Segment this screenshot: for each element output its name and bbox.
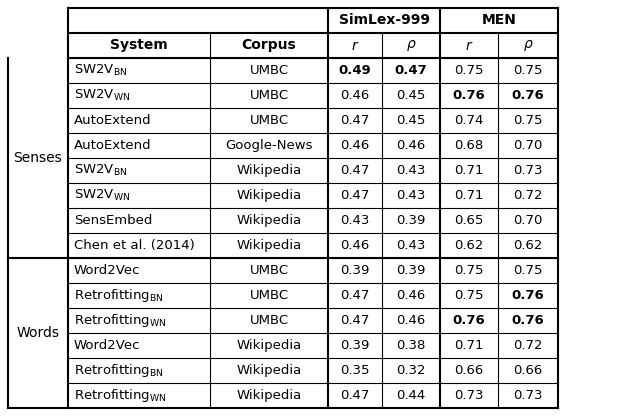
- Text: UMBC: UMBC: [250, 314, 289, 327]
- Text: 0.44: 0.44: [396, 389, 426, 402]
- Text: Word2Vec: Word2Vec: [74, 339, 141, 352]
- Text: 0.43: 0.43: [396, 164, 426, 177]
- Text: 0.76: 0.76: [452, 314, 485, 327]
- Text: 0.45: 0.45: [396, 89, 426, 102]
- Text: 0.47: 0.47: [340, 114, 370, 127]
- Text: 0.46: 0.46: [340, 139, 370, 152]
- Text: 0.76: 0.76: [511, 289, 545, 302]
- Text: 0.75: 0.75: [513, 264, 543, 277]
- Text: 0.62: 0.62: [454, 239, 484, 252]
- Text: 0.47: 0.47: [340, 289, 370, 302]
- Text: 0.75: 0.75: [513, 64, 543, 77]
- Text: Corpus: Corpus: [242, 38, 296, 53]
- Text: 0.45: 0.45: [396, 114, 426, 127]
- Text: $r$: $r$: [465, 38, 473, 53]
- Text: Wikipedia: Wikipedia: [236, 389, 301, 402]
- Text: 0.75: 0.75: [454, 264, 484, 277]
- Text: AutoExtend: AutoExtend: [74, 139, 152, 152]
- Text: Senses: Senses: [13, 151, 62, 165]
- Text: 0.73: 0.73: [454, 389, 484, 402]
- Text: Chen et al. (2014): Chen et al. (2014): [74, 239, 195, 252]
- Text: 0.76: 0.76: [511, 314, 545, 327]
- Text: Words: Words: [17, 326, 60, 340]
- Text: 0.46: 0.46: [340, 89, 370, 102]
- Text: 0.46: 0.46: [396, 314, 426, 327]
- Text: SW2V$_{\mathrm{WN}}$: SW2V$_{\mathrm{WN}}$: [74, 188, 131, 203]
- Text: 0.72: 0.72: [513, 189, 543, 202]
- Text: Retrofitting$_{\mathrm{WN}}$: Retrofitting$_{\mathrm{WN}}$: [74, 387, 166, 404]
- Text: System: System: [110, 38, 168, 53]
- Text: 0.35: 0.35: [340, 364, 370, 377]
- Text: 0.75: 0.75: [454, 64, 484, 77]
- Text: 0.75: 0.75: [454, 289, 484, 302]
- Text: Wikipedia: Wikipedia: [236, 214, 301, 227]
- Text: 0.68: 0.68: [454, 139, 484, 152]
- Text: 0.62: 0.62: [513, 239, 543, 252]
- Text: 0.43: 0.43: [396, 189, 426, 202]
- Text: 0.47: 0.47: [395, 64, 428, 77]
- Text: Wikipedia: Wikipedia: [236, 339, 301, 352]
- Text: Wikipedia: Wikipedia: [236, 189, 301, 202]
- Text: 0.70: 0.70: [513, 214, 543, 227]
- Text: Wikipedia: Wikipedia: [236, 239, 301, 252]
- Text: UMBC: UMBC: [250, 264, 289, 277]
- Text: 0.46: 0.46: [396, 139, 426, 152]
- Text: 0.70: 0.70: [513, 139, 543, 152]
- Text: 0.74: 0.74: [454, 114, 484, 127]
- Text: Retrofitting$_{\mathrm{WN}}$: Retrofitting$_{\mathrm{WN}}$: [74, 312, 166, 329]
- Text: 0.66: 0.66: [513, 364, 543, 377]
- Text: 0.46: 0.46: [340, 239, 370, 252]
- Text: 0.75: 0.75: [513, 114, 543, 127]
- Text: Retrofitting$_{\mathrm{BN}}$: Retrofitting$_{\mathrm{BN}}$: [74, 362, 164, 379]
- Text: 0.38: 0.38: [396, 339, 426, 352]
- Text: 0.43: 0.43: [396, 239, 426, 252]
- Text: 0.32: 0.32: [396, 364, 426, 377]
- Text: 0.47: 0.47: [340, 314, 370, 327]
- Text: SensEmbed: SensEmbed: [74, 214, 152, 227]
- Text: SW2V$_{\mathrm{WN}}$: SW2V$_{\mathrm{WN}}$: [74, 88, 131, 103]
- Text: UMBC: UMBC: [250, 114, 289, 127]
- Text: MEN: MEN: [481, 13, 516, 28]
- Text: 0.71: 0.71: [454, 339, 484, 352]
- Text: AutoExtend: AutoExtend: [74, 114, 152, 127]
- Text: 0.39: 0.39: [340, 339, 370, 352]
- Text: 0.71: 0.71: [454, 164, 484, 177]
- Text: 0.46: 0.46: [396, 289, 426, 302]
- Text: SimLex-999: SimLex-999: [339, 13, 429, 28]
- Text: UMBC: UMBC: [250, 289, 289, 302]
- Text: $\rho$: $\rho$: [523, 38, 533, 53]
- Text: 0.73: 0.73: [513, 389, 543, 402]
- Text: UMBC: UMBC: [250, 64, 289, 77]
- Text: 0.39: 0.39: [396, 264, 426, 277]
- Text: UMBC: UMBC: [250, 89, 289, 102]
- Text: 0.49: 0.49: [339, 64, 371, 77]
- Text: Word2Vec: Word2Vec: [74, 264, 141, 277]
- Text: Wikipedia: Wikipedia: [236, 164, 301, 177]
- Text: 0.39: 0.39: [340, 264, 370, 277]
- Text: 0.43: 0.43: [340, 214, 370, 227]
- Text: 0.73: 0.73: [513, 164, 543, 177]
- Text: 0.76: 0.76: [511, 89, 545, 102]
- Text: 0.76: 0.76: [452, 89, 485, 102]
- Text: 0.39: 0.39: [396, 214, 426, 227]
- Text: SW2V$_{\mathrm{BN}}$: SW2V$_{\mathrm{BN}}$: [74, 163, 127, 178]
- Text: 0.72: 0.72: [513, 339, 543, 352]
- Text: Retrofitting$_{\mathrm{BN}}$: Retrofitting$_{\mathrm{BN}}$: [74, 287, 164, 304]
- Text: SW2V$_{\mathrm{BN}}$: SW2V$_{\mathrm{BN}}$: [74, 63, 127, 78]
- Text: 0.71: 0.71: [454, 189, 484, 202]
- Text: 0.47: 0.47: [340, 389, 370, 402]
- Text: 0.47: 0.47: [340, 189, 370, 202]
- Text: Wikipedia: Wikipedia: [236, 364, 301, 377]
- Text: $r$: $r$: [351, 38, 359, 53]
- Text: 0.65: 0.65: [454, 214, 484, 227]
- Text: $\rho$: $\rho$: [406, 38, 417, 53]
- Text: 0.66: 0.66: [454, 364, 484, 377]
- Text: 0.47: 0.47: [340, 164, 370, 177]
- Text: Google-News: Google-News: [225, 139, 313, 152]
